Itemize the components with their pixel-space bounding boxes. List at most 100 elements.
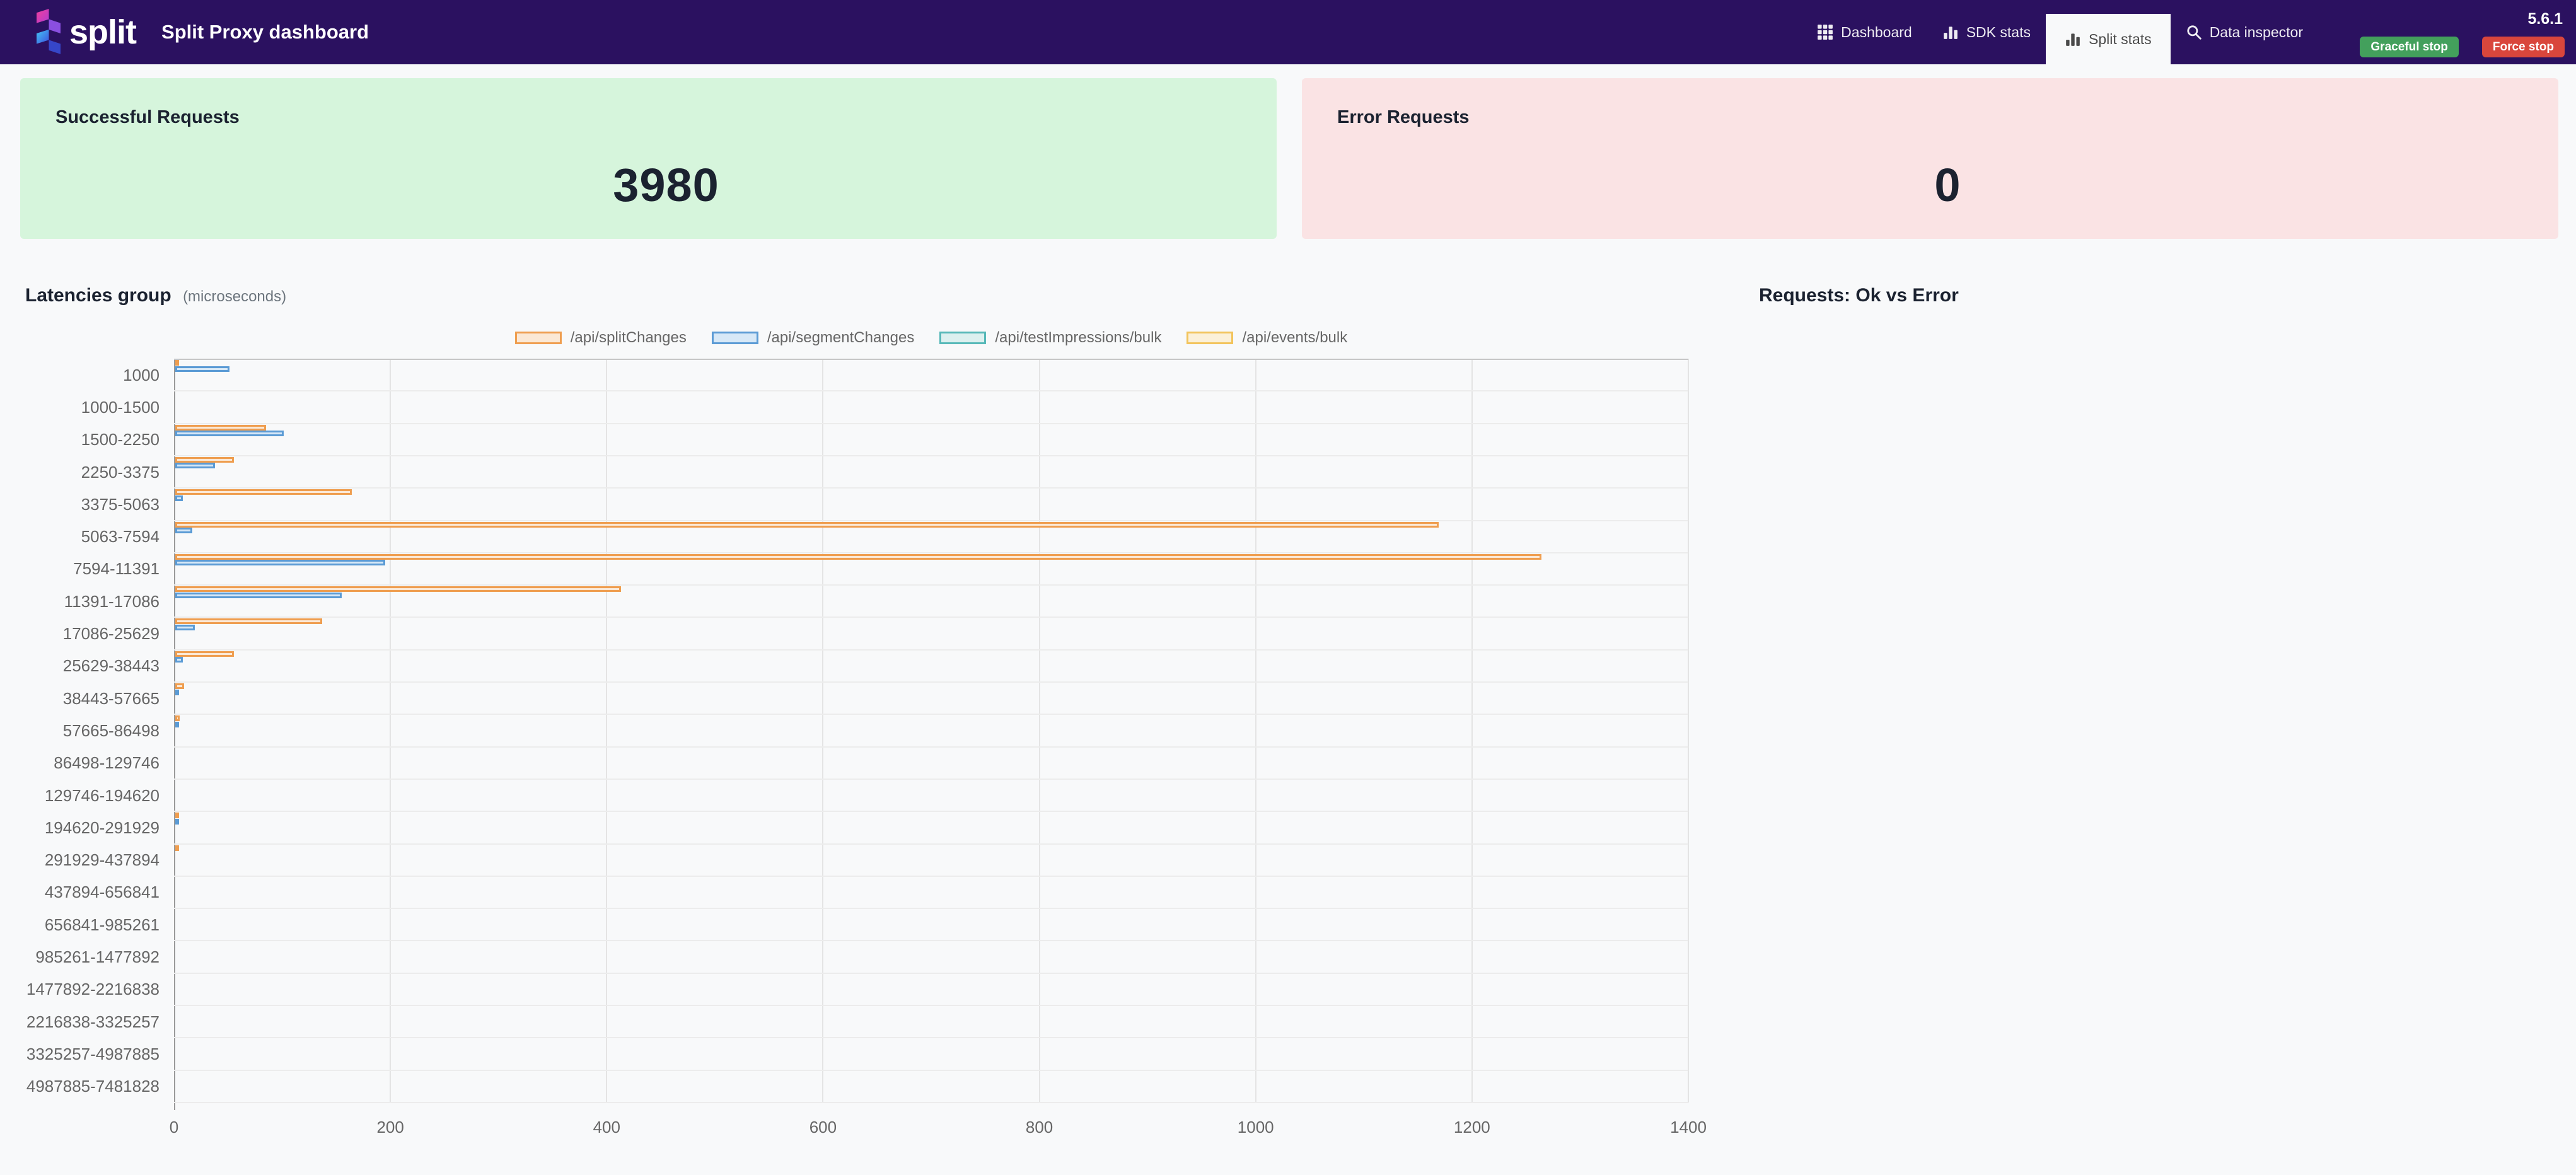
gridline [1255, 359, 1256, 1103]
x-axis-tick: 600 [809, 1118, 837, 1137]
gridline [1688, 359, 1689, 1103]
y-axis-label: 17086-25629 [62, 624, 160, 644]
latency-bar--api-splitChanges [175, 813, 179, 819]
x-axis-tick: 1200 [1453, 1118, 1490, 1137]
gridline [390, 359, 392, 1103]
row-separator [174, 616, 1688, 618]
y-axis-label: 291929-437894 [44, 850, 160, 870]
latency-bar--api-segmentChanges [175, 528, 193, 533]
y-axis-label: 985261-1477892 [35, 947, 160, 967]
latency-bar--api-splitChanges [175, 489, 352, 495]
bar-chart-icon [1943, 26, 1958, 39]
nav-label: Data inspector [2209, 23, 2303, 40]
legend-color-box [1186, 332, 1234, 344]
row-separator [174, 584, 1688, 586]
row-separator [174, 843, 1688, 845]
latencies-bar-chart: 0 200 400 600 800 1000 1200 1400 1000 1000-1500 15… [0, 359, 1727, 1140]
plot-top-border [174, 359, 1688, 360]
latency-bar--api-splitChanges [175, 715, 180, 722]
latency-bar--api-segmentChanges [175, 689, 179, 695]
legend-item[interactable]: /api/events/bulk [1186, 329, 1347, 347]
gridline [606, 359, 608, 1103]
split-logo-icon [37, 9, 61, 54]
row-separator [174, 487, 1688, 489]
row-separator [174, 811, 1688, 813]
app-header: split Split Proxy dashboard Dashboard SD… [0, 0, 2576, 64]
successful-requests-value: 3980 [613, 159, 719, 211]
row-separator [174, 778, 1688, 780]
search-icon [2187, 25, 2202, 40]
y-axis-label: 5063-7594 [81, 527, 160, 547]
grid-icon [1818, 25, 1833, 40]
error-requests-title: Error Requests [1337, 107, 1470, 127]
row-separator [174, 1101, 1688, 1103]
successful-requests-title: Successful Requests [55, 107, 240, 127]
y-axis-label: 129746-194620 [44, 785, 160, 805]
row-separator [174, 1069, 1688, 1071]
legend-item[interactable]: /api/segmentChanges [711, 329, 914, 347]
y-axis-label: 2250-3375 [81, 462, 160, 482]
main-content: Successful Requests 3980 Error Requests … [0, 78, 2576, 1140]
error-requests-value: 0 [1934, 159, 1961, 211]
latency-bar--api-splitChanges [175, 456, 234, 463]
latency-bar--api-splitChanges [175, 845, 179, 851]
row-separator [174, 454, 1688, 456]
nav-item-sdk-stats[interactable]: SDK stats [1927, 0, 2046, 64]
y-axis-label: 57665-86498 [62, 721, 160, 740]
gridline [1471, 359, 1473, 1103]
force-stop-button[interactable]: Force stop [2481, 37, 2565, 57]
row-separator [174, 519, 1688, 521]
bar-chart-icon [2066, 33, 2080, 46]
y-axis-label: 1500-2250 [81, 430, 160, 449]
latency-bar--api-splitChanges [175, 360, 179, 366]
nav-item-data-inspector[interactable]: Data inspector [2171, 0, 2318, 64]
nav-item-split-stats[interactable]: Split stats [2045, 14, 2171, 64]
legend-color-box [514, 332, 562, 344]
row-separator [174, 649, 1688, 651]
latency-bar--api-segmentChanges [175, 560, 385, 566]
latency-bar--api-segmentChanges [175, 624, 195, 630]
legend-color-box [711, 332, 758, 344]
y-axis-label: 11391-17086 [64, 591, 160, 611]
legend-label: /api/testImpressions/bulk [995, 329, 1162, 346]
latency-bar--api-splitChanges [175, 553, 1541, 560]
nav-label: SDK stats [1966, 23, 2031, 40]
stop-buttons: Graceful stop Force stop [2360, 37, 2565, 57]
requests-title: Requests: Ok vs Error [1759, 285, 1959, 306]
legend-item[interactable]: /api/testImpressions/bulk [939, 329, 1161, 347]
x-axis-tick: 1400 [1670, 1118, 1707, 1137]
y-axis-line [174, 359, 175, 1110]
row-separator [174, 681, 1688, 683]
graceful-stop-button[interactable]: Graceful stop [2360, 37, 2459, 57]
row-separator [174, 714, 1688, 715]
y-axis-label: 656841-985261 [44, 915, 160, 934]
latency-bar--api-segmentChanges [175, 463, 216, 469]
y-axis-label: 1000 [123, 365, 160, 385]
legend-item[interactable]: /api/splitChanges [514, 329, 687, 347]
latency-bar--api-splitChanges [175, 618, 323, 625]
y-axis-label: 25629-38443 [62, 656, 160, 676]
latency-bar--api-segmentChanges [175, 366, 229, 372]
latencies-title-text: Latencies group [25, 285, 171, 306]
y-axis-label: 2216838-3325257 [26, 1012, 160, 1031]
row-separator [174, 422, 1688, 424]
y-axis-label: 437894-656841 [44, 883, 160, 902]
charts-row: Latencies group (microseconds) /api/spli… [0, 239, 2576, 1140]
x-axis-tick: 800 [1025, 1118, 1053, 1137]
row-separator [174, 1005, 1688, 1006]
latency-bar--api-segmentChanges [175, 431, 284, 437]
row-separator [174, 552, 1688, 553]
legend-color-box [939, 332, 987, 344]
y-axis-label: 38443-57665 [62, 688, 160, 708]
latency-bar--api-segmentChanges [175, 495, 183, 501]
stat-cards: Successful Requests 3980 Error Requests … [20, 78, 2558, 239]
nav-label: Dashboard [1841, 23, 1912, 40]
latency-bar--api-splitChanges [175, 683, 184, 689]
gridline [1038, 359, 1040, 1103]
version-label: 5.6.1 [2527, 10, 2563, 28]
x-axis-tick: 0 [169, 1118, 179, 1137]
latency-bar--api-segmentChanges [175, 818, 179, 825]
latency-bar--api-segmentChanges [175, 592, 342, 598]
y-axis-label: 7594-11391 [73, 559, 160, 579]
nav-item-dashboard[interactable]: Dashboard [1802, 0, 1927, 64]
